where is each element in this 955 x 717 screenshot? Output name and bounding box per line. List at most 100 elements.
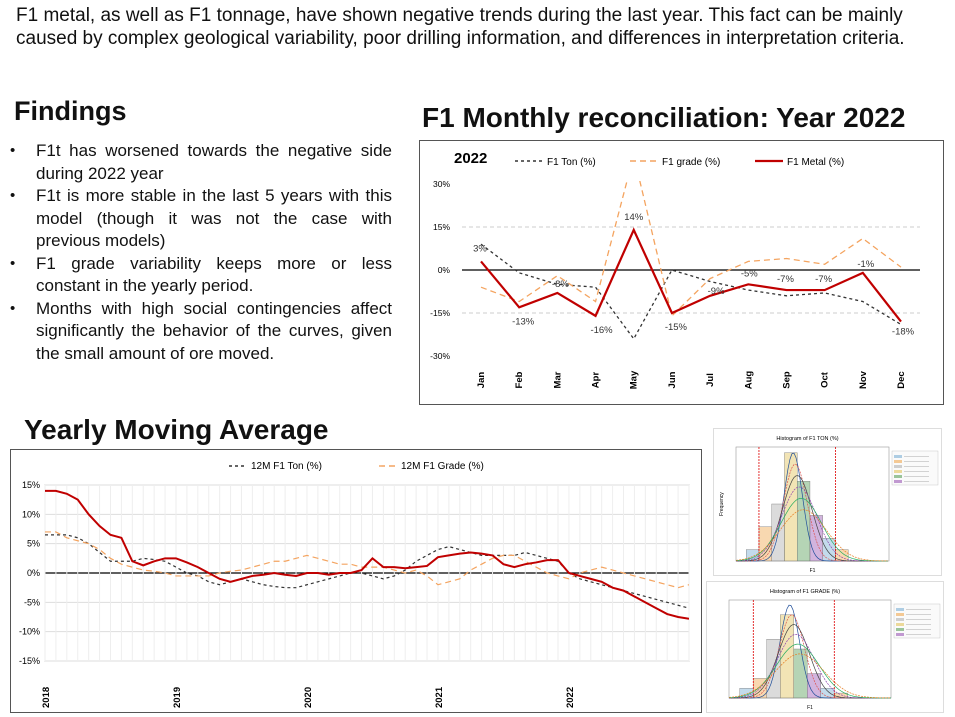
data-label: -13% (512, 316, 535, 327)
yearly-chart: 15% 10% 5% 0% -5% -10% -15% 2018 2019 2020 2021 202… (19, 461, 690, 708)
series-line-0 (45, 534, 689, 609)
x-year-label: 2021 (434, 686, 445, 708)
x-tick-label: Aug (743, 371, 754, 390)
monthly-inner-label: 2022 (454, 150, 487, 167)
histogram-bar (796, 481, 811, 562)
y-tick-label: 15% (22, 480, 40, 490)
data-label: -15% (665, 322, 688, 333)
series-line-2 (45, 489, 689, 620)
histogram-bar (822, 537, 836, 562)
series-line-f1-grade- (480, 181, 902, 318)
histogram-legend-swatch (894, 470, 902, 473)
histogram-title: Histogram of F1 TON (%) (776, 436, 838, 442)
finding-item: F1t has worsened towards the negative si… (8, 140, 392, 185)
histogram-legend-swatch (896, 608, 904, 611)
histogram-legend-swatch (896, 623, 904, 626)
data-label: -8% (552, 279, 569, 290)
data-label: -1% (857, 259, 874, 270)
findings-list: F1t has worsened towards the negative si… (8, 140, 392, 365)
y-tick-label: -30% (430, 351, 450, 361)
x-tick-label: Jan (476, 372, 487, 389)
monthly-chart: 2022 30% 15% 0% -15% -30% Jan Feb Mar Apr May Jun Ju… (430, 150, 920, 390)
histogram-legend-swatch (894, 465, 902, 468)
finding-item: F1t is more stable in the last 5 years w… (8, 185, 392, 253)
x-tick-label: Jul (705, 373, 716, 387)
data-label: -9% (708, 286, 725, 297)
x-tick-label: Oct (820, 371, 831, 388)
y-tick-label: 10% (22, 509, 40, 519)
data-label: 3% (473, 243, 487, 254)
histogram-curve (735, 509, 888, 562)
histogram-plot-area (728, 599, 892, 699)
intro-text: F1 metal, as well as F1 tonnage, have sh… (16, 5, 905, 49)
x-year-label: 2019 (172, 687, 183, 708)
finding-item: F1 grade variability keeps more or less … (8, 253, 392, 298)
histogram-legend-swatch (894, 480, 902, 483)
histogram-bar (807, 673, 822, 699)
histogram-grade: Histogram of F1 GRADE (%) F1 (706, 581, 944, 713)
x-year-label: 2020 (303, 687, 314, 708)
x-tick-label: May (629, 370, 640, 389)
histogram-legend-swatch (896, 628, 904, 631)
yearly-chart-frame: 15% 10% 5% 0% -5% -10% -15% 2018 2019 2020 2021 202… (10, 449, 702, 713)
data-label: -7% (777, 274, 794, 285)
histogram-plot-area (735, 446, 890, 562)
x-tick-label: Feb (514, 371, 525, 388)
histogram-curve (736, 463, 888, 562)
legend-label: F1 grade (%) (662, 157, 720, 168)
histogram-legend-swatch (894, 475, 902, 478)
findings-heading: Findings (14, 96, 127, 126)
legend-label: F1 Metal (%) (787, 157, 844, 168)
y-tick-label: 5% (27, 539, 40, 549)
histogram-bar (758, 526, 772, 562)
legend-label: F1 Ton (%) (547, 157, 596, 168)
histogram-legend-swatch (896, 613, 904, 616)
y-tick-label: 0% (438, 265, 451, 275)
histogram-ylabel: Frequency (719, 492, 725, 516)
histogram-grade-chart: Histogram of F1 GRADE (%) F1 (728, 589, 941, 711)
histogram-title: Histogram of F1 GRADE (%) (770, 589, 840, 595)
legend-label: 12M F1 Grade (%) (401, 461, 484, 472)
x-tick-label: Dec (896, 371, 907, 388)
histogram-curve (729, 624, 891, 699)
finding-item: Months with high social contingencies af… (8, 298, 392, 366)
x-year-label: 2018 (41, 687, 52, 708)
histogram-legend-swatch (894, 460, 902, 463)
histogram-ton: Histogram of F1 TON (%) Frequency F1 (713, 428, 942, 576)
histogram-curve (729, 634, 891, 699)
histogram-curve (735, 497, 888, 562)
histogram-curve (735, 486, 888, 562)
histogram-curve (728, 653, 892, 699)
x-tick-label: Sep (781, 371, 792, 389)
data-label: -16% (590, 325, 613, 336)
series-line-f1-metal- (480, 227, 902, 323)
histogram-bar (784, 452, 798, 562)
y-tick-label: 15% (433, 222, 450, 232)
data-label: -7% (815, 274, 832, 285)
histogram-xlabel: F1 (807, 705, 813, 711)
y-tick-label: -10% (19, 627, 40, 637)
y-tick-label: -5% (24, 597, 40, 607)
histogram-xlabel: F1 (810, 568, 816, 574)
y-tick-label: -15% (430, 308, 450, 318)
histogram-legend-swatch (894, 455, 902, 458)
yearly-chart-title: Yearly Moving Average (24, 414, 329, 445)
x-tick-label: Jun (667, 371, 678, 388)
y-tick-label: 30% (433, 179, 450, 189)
monthly-chart-frame: 2022 30% 15% 0% -15% -30% Jan Feb Mar Apr May Jun Ju… (419, 140, 944, 405)
x-tick-label: Nov (858, 370, 869, 389)
x-year-label: 2022 (565, 687, 576, 708)
histogram-bar (793, 648, 808, 699)
y-tick-label: 0% (27, 568, 40, 578)
series-line-f1-ton- (480, 243, 902, 340)
histogram-legend-swatch (896, 633, 904, 636)
histogram-legend-swatch (896, 618, 904, 621)
data-label: 14% (624, 212, 644, 223)
series-line-1 (45, 531, 689, 589)
data-label: -18% (892, 327, 915, 338)
x-tick-label: Apr (591, 372, 602, 389)
x-tick-label: Mar (552, 371, 563, 388)
y-tick-label: -15% (19, 656, 40, 666)
data-label: -5% (741, 268, 758, 279)
legend-label: 12M F1 Ton (%) (251, 461, 322, 472)
